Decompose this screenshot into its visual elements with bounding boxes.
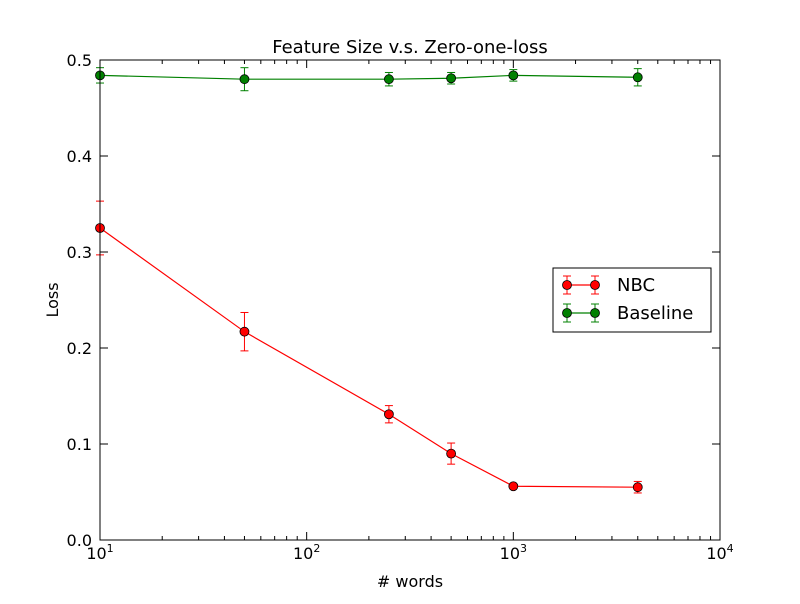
x-tick-label-3: 104 [706,542,733,563]
data-point-baseline [632,72,643,83]
x-axis-label: # words [377,572,443,591]
series-line-nbc [99,227,638,488]
y-tick-label-3: 0.3 [67,243,92,262]
legend-entry-baseline: Baseline [562,303,693,324]
plot-area: 101 102 103 104 0.0 0.1 0.2 0.3 0.4 0.5 NBC Baselin… [67,51,734,563]
legend-marker-nbc [590,280,600,290]
data-point-baseline [239,74,250,85]
legend-marker-baseline [562,308,572,318]
x-tick-label-1: 102 [293,542,320,563]
axes-frame [99,59,721,541]
legend-label-nbc: NBC [617,275,655,296]
legend-marker-nbc [562,280,572,290]
data-point-nbc [239,326,250,337]
data-point-baseline [384,74,394,85]
y-axis-label: Loss [43,282,62,317]
legend-entry-nbc: NBC [562,275,655,296]
y-tick-label-5: 0.5 [67,51,92,70]
legend-box [552,267,712,333]
chart-title: Feature Size v.s. Zero-one-loss [272,37,548,58]
x-tick-label-2: 103 [500,542,527,563]
y-tick-label-0: 0.0 [67,531,92,550]
series-line-baseline [99,74,638,80]
y-tick-label-2: 0.2 [67,339,92,358]
y-tick-label-4: 0.4 [67,147,92,166]
y-tick-label-1: 0.1 [67,435,92,454]
data-point-baseline [446,73,457,84]
x-tick-label-0: 101 [86,542,113,563]
legend: NBC Baseline [552,267,712,333]
legend-label-baseline: Baseline [617,303,693,324]
data-point-nbc [632,482,643,493]
data-point-nbc [446,448,457,459]
data-point-nbc [508,481,519,492]
legend-marker-baseline [590,308,600,318]
data-point-baseline [508,70,519,81]
data-point-nbc [384,409,394,420]
